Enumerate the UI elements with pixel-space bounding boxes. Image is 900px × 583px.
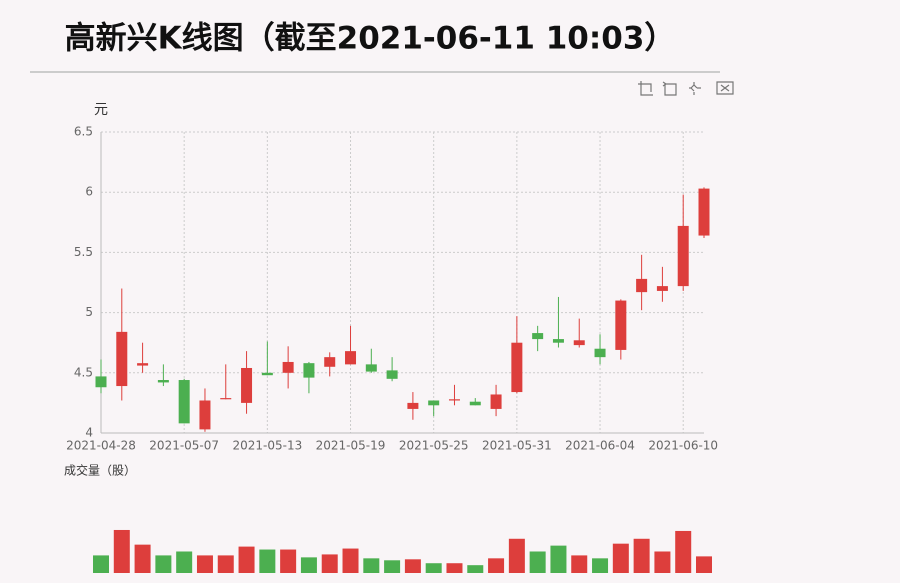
volume-bar <box>550 545 567 573</box>
volume-bar <box>134 544 151 573</box>
candle-body <box>532 333 544 340</box>
volume-bar <box>259 549 276 573</box>
candle-body <box>594 348 606 358</box>
candle-body <box>511 342 523 393</box>
volume-bar <box>467 565 484 573</box>
candle-body <box>469 401 481 406</box>
candle-body <box>261 372 273 376</box>
volume-bar <box>113 529 130 573</box>
y-axis-label: 元 <box>94 102 108 118</box>
candle-body <box>428 400 440 406</box>
volume-bar <box>384 560 401 573</box>
volume-bar <box>404 559 421 573</box>
volume-bar <box>238 546 255 573</box>
candle-body <box>241 367 253 403</box>
y-tick-label: 4.5 <box>74 365 93 379</box>
x-tick-label: 2021-05-25 <box>399 439 469 453</box>
x-tick-label: 2021-05-31 <box>482 439 552 453</box>
volume-bar <box>488 558 505 573</box>
volume-label: 成交量（股） <box>64 463 136 478</box>
y-tick-label: 4 <box>85 426 93 440</box>
volume-bar <box>592 558 609 573</box>
volume-bar <box>633 538 650 573</box>
volume-bar <box>612 543 629 573</box>
candle-body <box>407 402 419 409</box>
volume-bar <box>508 538 525 573</box>
x-tick-label: 2021-05-07 <box>149 439 219 453</box>
candle-body <box>636 278 648 293</box>
volume-bar <box>93 555 109 573</box>
restore-tool[interactable] <box>662 81 677 96</box>
candle-body <box>95 376 107 388</box>
candle-body <box>303 363 315 378</box>
x-tick-label: 2021-04-28 <box>66 439 136 453</box>
toolbar[interactable] <box>638 81 734 96</box>
candle-body <box>282 361 294 373</box>
volume-bar <box>529 551 546 573</box>
candle-body <box>345 351 357 365</box>
volume-bar <box>654 551 671 573</box>
volume-bar <box>196 555 213 573</box>
candle-body <box>615 300 627 350</box>
volume-bar <box>321 554 338 573</box>
clear-tool[interactable] <box>716 81 734 95</box>
volume-bar <box>696 556 712 573</box>
candle-body <box>677 225 689 287</box>
volume-bar <box>176 551 193 573</box>
candle-body <box>324 357 336 367</box>
candle-body <box>490 394 502 409</box>
volume-bar <box>675 530 692 573</box>
candle-body <box>178 380 190 424</box>
volume-bar <box>342 548 359 573</box>
x-tick-label: 2021-05-13 <box>232 439 302 453</box>
volume-bar <box>446 563 463 573</box>
volume-bar <box>155 555 172 573</box>
volume-bar <box>280 549 297 573</box>
volume-bar <box>300 557 317 573</box>
candle-body <box>365 364 377 372</box>
y-tick-label: 6.5 <box>74 125 93 139</box>
candle-body <box>698 188 710 236</box>
candle-body <box>116 331 128 387</box>
candle-body <box>448 399 460 401</box>
candle-body <box>157 380 169 383</box>
y-tick-label: 6 <box>85 185 93 199</box>
refresh-tool[interactable] <box>689 82 701 95</box>
y-tick-label: 5 <box>85 305 93 319</box>
volume-bar <box>425 563 442 573</box>
candle-body <box>199 400 211 430</box>
candle-body <box>220 398 232 400</box>
volume-bar <box>571 555 588 573</box>
candle-body <box>552 339 564 343</box>
x-tick-label: 2021-05-19 <box>316 439 386 453</box>
zoom-tool[interactable] <box>638 81 653 96</box>
chart-title: 高新兴K线图（截至2021-06-11 10:03） <box>65 21 676 57</box>
x-tick-label: 2021-06-10 <box>648 439 718 453</box>
candle-body <box>656 286 668 291</box>
candle-body <box>386 370 398 379</box>
candle-body <box>137 363 149 366</box>
candle-body <box>573 340 585 346</box>
volume-bar <box>363 558 380 573</box>
x-tick-label: 2021-06-04 <box>565 439 635 453</box>
y-tick-label: 5.5 <box>74 245 93 259</box>
volume-bar <box>217 555 234 573</box>
